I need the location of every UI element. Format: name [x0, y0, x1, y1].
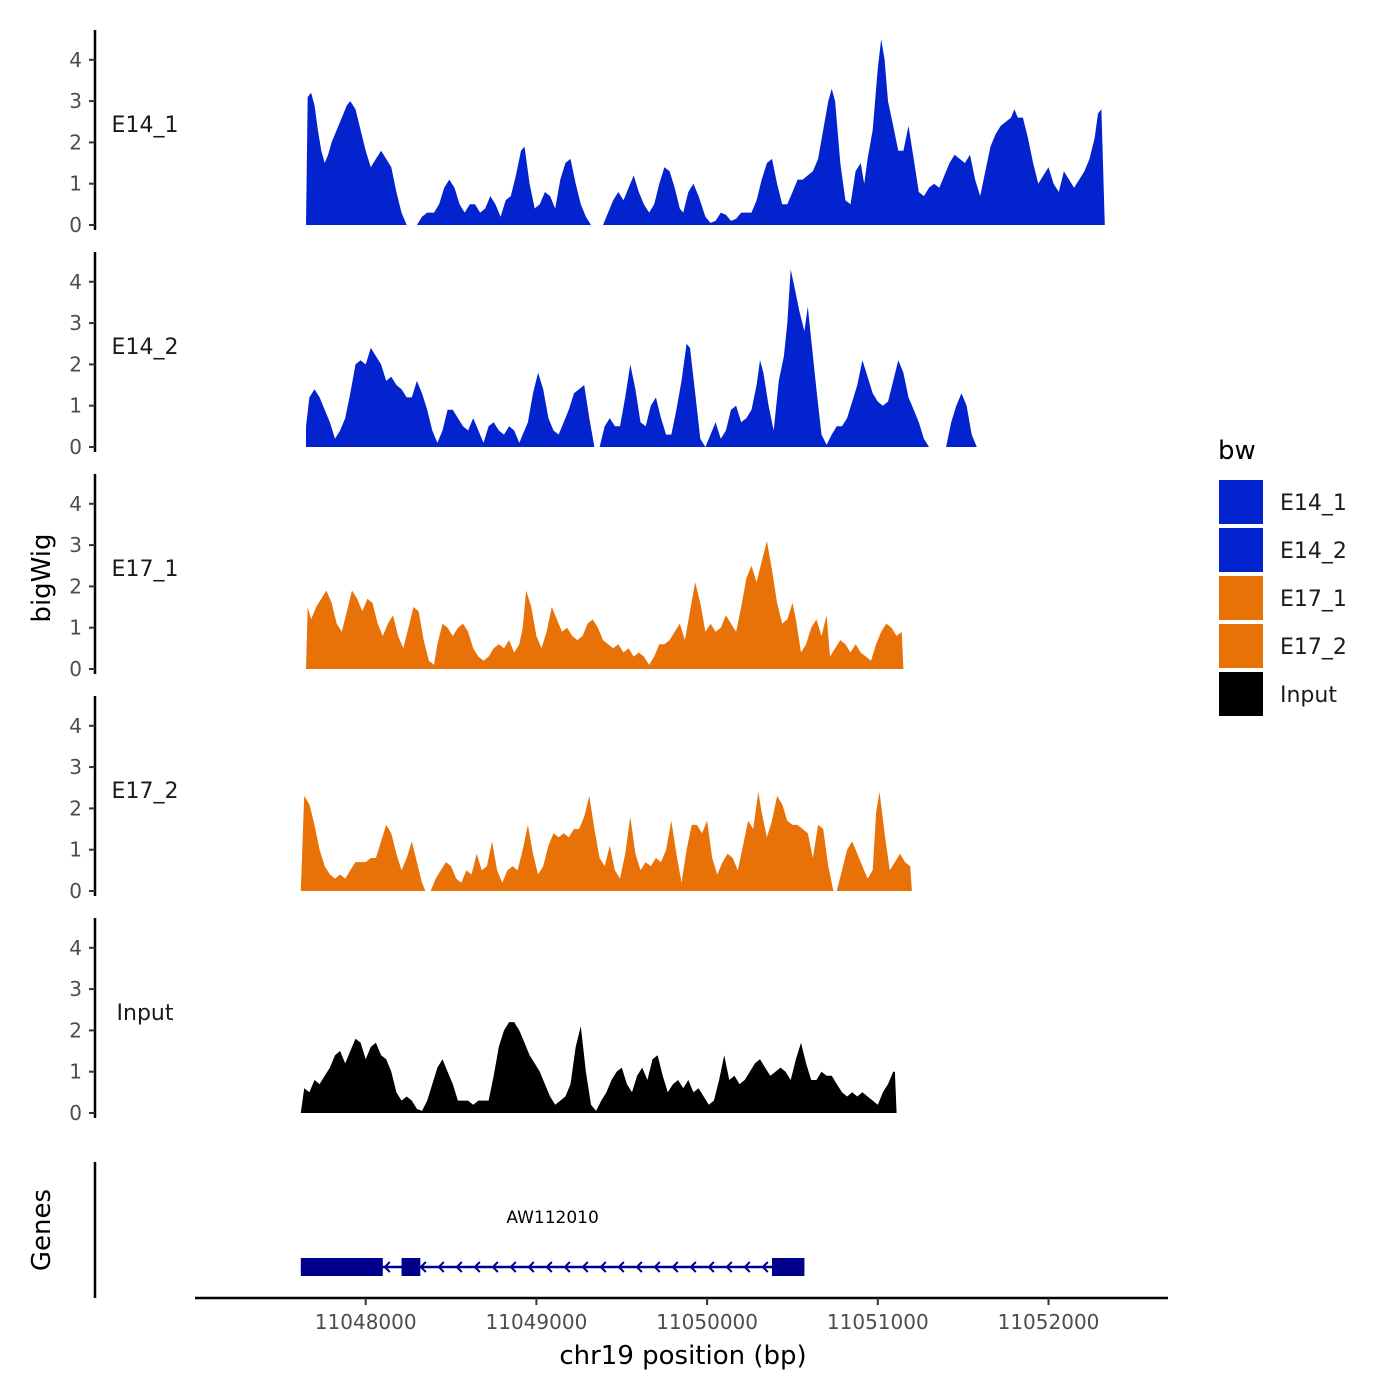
y-tick-label: 0	[69, 879, 82, 903]
strand-arrow	[743, 1261, 751, 1273]
x-tick-label: 11051000	[827, 1310, 929, 1334]
strand-arrow	[599, 1261, 607, 1273]
x-tick-label: 11052000	[998, 1310, 1100, 1334]
strand-arrow	[563, 1261, 571, 1273]
track-label: E17_1	[112, 557, 179, 582]
x-tick-label: 11050000	[656, 1310, 758, 1334]
y-tick-label: 0	[69, 657, 82, 681]
y-tick-label: 1	[69, 394, 82, 418]
legend-swatch-E14_1	[1219, 480, 1263, 524]
y-tick-label: 4	[69, 48, 82, 72]
y-tick-label: 0	[69, 1101, 82, 1125]
strand-arrow	[617, 1261, 625, 1273]
strand-arrow	[635, 1261, 643, 1273]
track-E17_2: 0 1 2 3 4 E17_2	[69, 696, 912, 903]
area-Input	[300, 1022, 897, 1113]
track-label: E14_1	[112, 113, 179, 138]
strand-arrow	[383, 1261, 391, 1273]
legend-title: bw	[1218, 436, 1256, 466]
y-tick-label: 1	[69, 616, 82, 640]
gene-track: AW112010	[93, 1162, 805, 1298]
area-E17_1	[306, 541, 904, 669]
y-tick-label: 2	[69, 796, 82, 820]
legend-swatch-E17_2	[1219, 624, 1263, 668]
y-tick-label: 4	[69, 492, 82, 516]
y-tick-label: 4	[69, 936, 82, 960]
track-label: Input	[117, 1001, 174, 1026]
track-label: E17_2	[112, 779, 179, 804]
y-tick-label: 3	[69, 311, 82, 335]
y-tick-label: 3	[69, 755, 82, 779]
strand-arrow	[707, 1261, 715, 1273]
y-tick-label: 2	[69, 1018, 82, 1042]
y-tick-label: 1	[69, 1060, 82, 1084]
strand-arrow	[761, 1261, 769, 1273]
y-tick-label: 2	[69, 130, 82, 154]
strand-arrow	[671, 1261, 679, 1273]
strand-arrow	[419, 1261, 427, 1273]
strand-arrow	[527, 1261, 535, 1273]
y-tick-label: 1	[69, 838, 82, 862]
strand-arrow	[689, 1261, 697, 1273]
x-axis-title: chr19 position (bp)	[559, 1341, 806, 1371]
strand-arrow	[581, 1261, 589, 1273]
track-label: E14_2	[112, 335, 179, 360]
legend-label: E14_1	[1280, 491, 1347, 516]
x-tick-label: 11048000	[315, 1310, 417, 1334]
strand-arrow	[455, 1261, 463, 1273]
area-E14_2	[306, 269, 977, 447]
legend-label: Input	[1280, 683, 1337, 708]
y-axis-title: bigWig	[27, 533, 57, 622]
coverage-tracks: 0 1 2 3 4 E14_1 0 1 2 3 4 E14_2 0 1 2 3 4 E17_1 0 1 2 3 4 E17_2…	[69, 30, 1105, 1125]
strand-arrow	[509, 1261, 517, 1273]
gene-AW112010: AW112010	[300, 1208, 805, 1276]
area-E17_2	[300, 791, 912, 891]
y-tick-label: 3	[69, 89, 82, 113]
strand-arrow	[473, 1261, 481, 1273]
legend-label: E17_1	[1280, 587, 1347, 612]
y-tick-label: 0	[69, 435, 82, 459]
legend-swatch-E17_1	[1219, 576, 1263, 620]
y-tick-label: 2	[69, 352, 82, 376]
y-tick-label: 3	[69, 533, 82, 557]
track-E17_1: 0 1 2 3 4 E17_1	[69, 474, 904, 681]
gene-name-label: AW112010	[506, 1208, 598, 1228]
area-E14_1	[306, 39, 1105, 225]
x-tick-label: 11049000	[486, 1310, 588, 1334]
legend-label: E14_2	[1280, 539, 1347, 564]
track-E14_2: 0 1 2 3 4 E14_2	[69, 252, 977, 459]
strand-arrow	[491, 1261, 499, 1273]
legend-label: E17_2	[1280, 635, 1347, 660]
x-axis: 11048000 11049000 11050000 11051000 11052000	[195, 1296, 1168, 1334]
y-tick-label: 4	[69, 714, 82, 738]
track-E14_1: 0 1 2 3 4 E14_1	[69, 30, 1105, 237]
genes-axis-title: Genes	[27, 1189, 57, 1271]
legend-swatch-E14_2	[1219, 528, 1263, 572]
strand-arrow	[725, 1261, 733, 1273]
legend: bw E14_1 E14_2 E17_1 E17_2 Input	[1218, 436, 1347, 716]
exon	[401, 1258, 421, 1276]
y-tick-label: 1	[69, 172, 82, 196]
exon	[300, 1258, 383, 1276]
y-tick-label: 2	[69, 574, 82, 598]
y-tick-label: 4	[69, 270, 82, 294]
y-tick-label: 3	[69, 977, 82, 1001]
strand-arrow	[437, 1261, 445, 1273]
track-Input: 0 1 2 3 4 Input	[69, 918, 897, 1125]
strand-arrow	[653, 1261, 661, 1273]
exon	[771, 1258, 805, 1276]
strand-arrow	[545, 1261, 553, 1273]
y-tick-label: 0	[69, 213, 82, 237]
legend-swatch-Input	[1219, 672, 1263, 716]
